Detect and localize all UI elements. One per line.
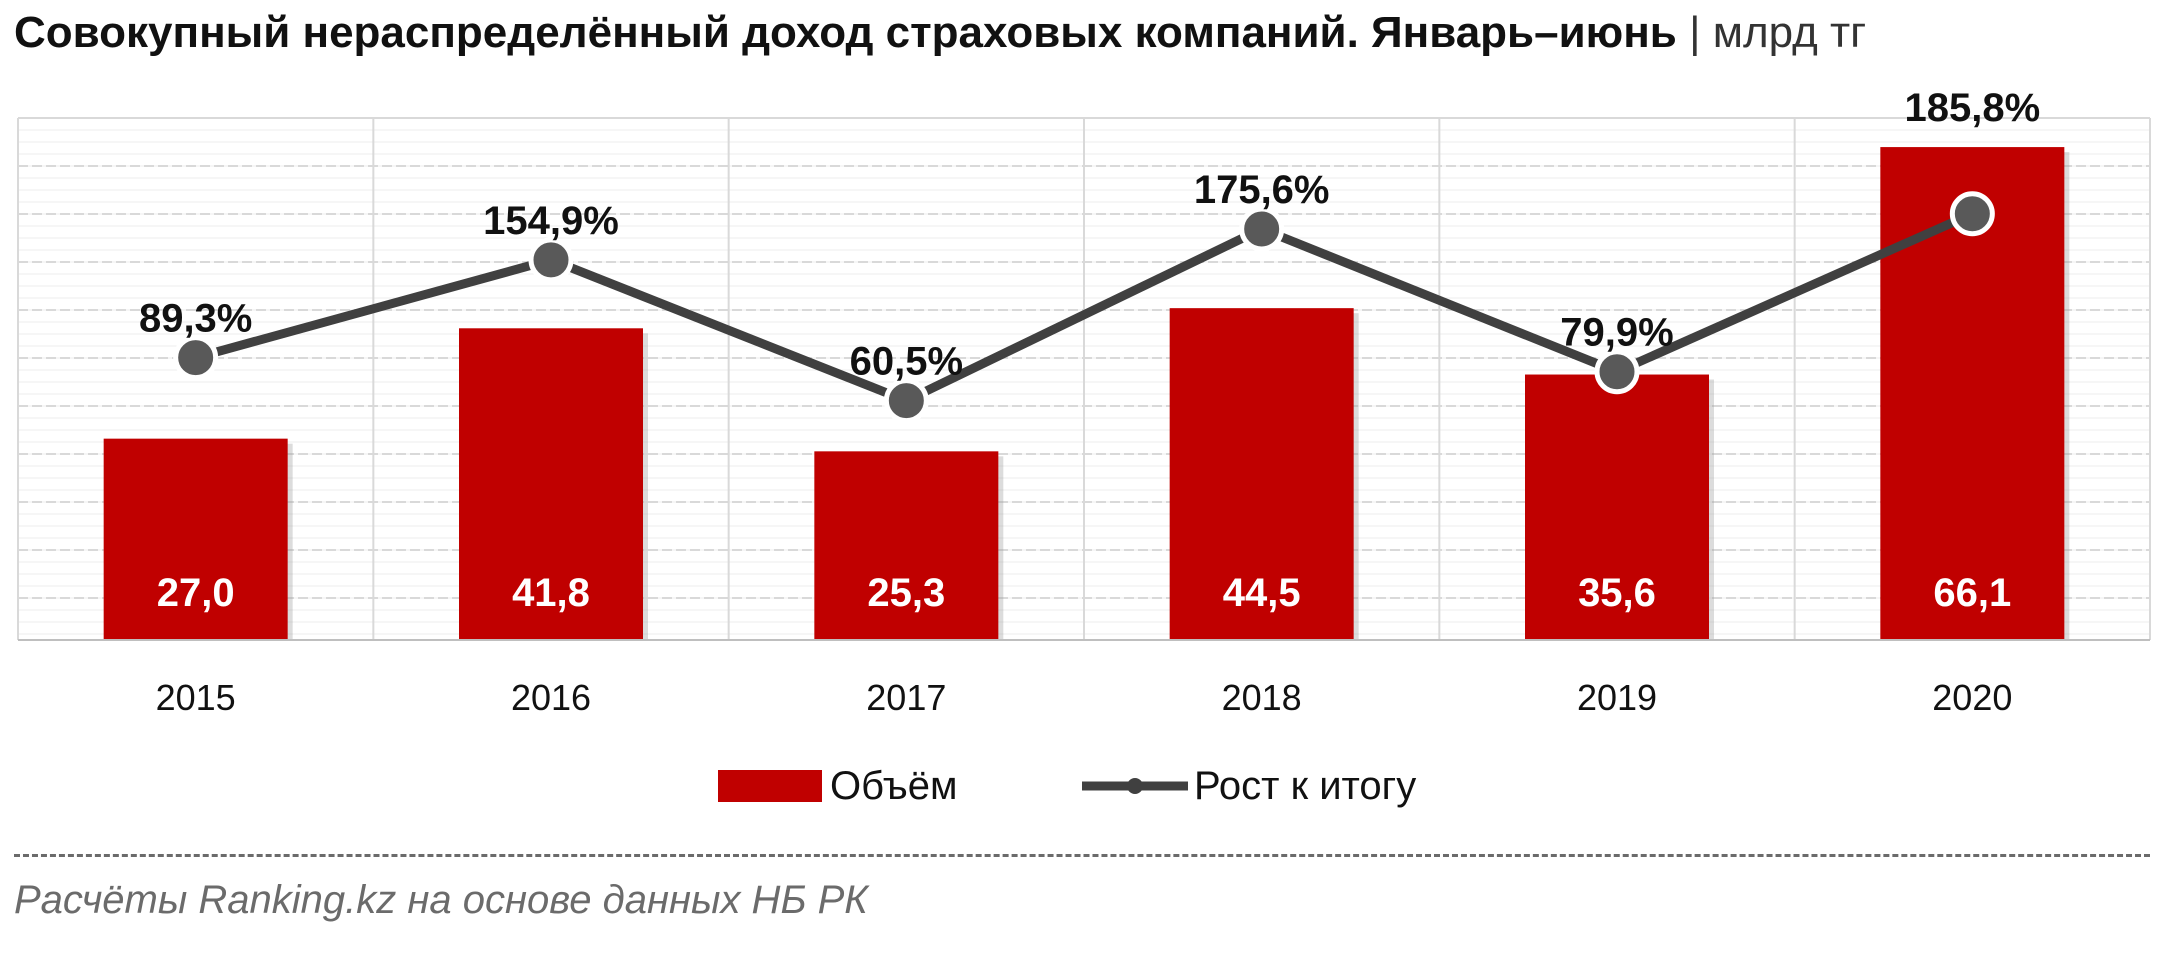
- growth-marker: [1239, 206, 1285, 252]
- title-separator: |: [1689, 8, 1701, 57]
- legend-swatch-marker: [1127, 778, 1143, 794]
- x-tick-label: 2019: [1577, 677, 1657, 718]
- legend-swatch-bars: [718, 770, 822, 802]
- growth-marker: [1949, 191, 1995, 237]
- bar: [103, 438, 288, 640]
- source-note: Расчёты Ranking.kz на основе данных НБ Р…: [14, 878, 868, 922]
- chart-title: Совокупный нераспределённый доход страхо…: [14, 8, 1866, 58]
- bar-value-label: 41,8: [512, 571, 590, 615]
- x-tick-label: 2015: [156, 677, 236, 718]
- growth-marker: [883, 378, 929, 424]
- bar: [459, 328, 643, 640]
- chart: 27,0 41,8 25,3 44,5 35,6 66,1 89,3% 154,9% 60,5%…: [17, 86, 2151, 808]
- title-unit: млрд тг: [1712, 8, 1867, 57]
- growth-value-label: 185,8%: [1904, 86, 2040, 130]
- x-tick-label: 2020: [1932, 677, 2012, 718]
- bar-value-label: 35,6: [1578, 571, 1656, 615]
- growth-marker: [528, 237, 574, 283]
- growth-value-label: 60,5%: [850, 340, 963, 384]
- x-tick-label: 2018: [1222, 677, 1302, 718]
- bar: [814, 451, 999, 640]
- bar-value-label: 66,1: [1933, 571, 2011, 615]
- legend-label-line: Рост к итогу: [1194, 764, 1416, 808]
- growth-value-label: 89,3%: [139, 297, 252, 341]
- bar-value-label: 25,3: [867, 571, 945, 615]
- footer-divider: [14, 854, 2150, 857]
- growth-marker: [1594, 349, 1640, 395]
- x-tick-label: 2017: [866, 677, 946, 718]
- growth-marker: [173, 335, 219, 381]
- bar: [1169, 308, 1354, 640]
- title-main: Совокупный нераспределённый доход страхо…: [14, 8, 1677, 57]
- bar-value-label: 44,5: [1223, 571, 1301, 615]
- bar: [1525, 374, 1709, 640]
- x-tick-label: 2016: [511, 677, 591, 718]
- bar-value-label: 27,0: [157, 571, 235, 615]
- growth-line: [194, 209, 1975, 406]
- growth-value-label: 175,6%: [1194, 168, 1330, 212]
- growth-value-label: 79,9%: [1560, 311, 1673, 355]
- growth-value-label: 154,9%: [483, 199, 619, 243]
- legend-label-bars: Объём: [830, 764, 957, 808]
